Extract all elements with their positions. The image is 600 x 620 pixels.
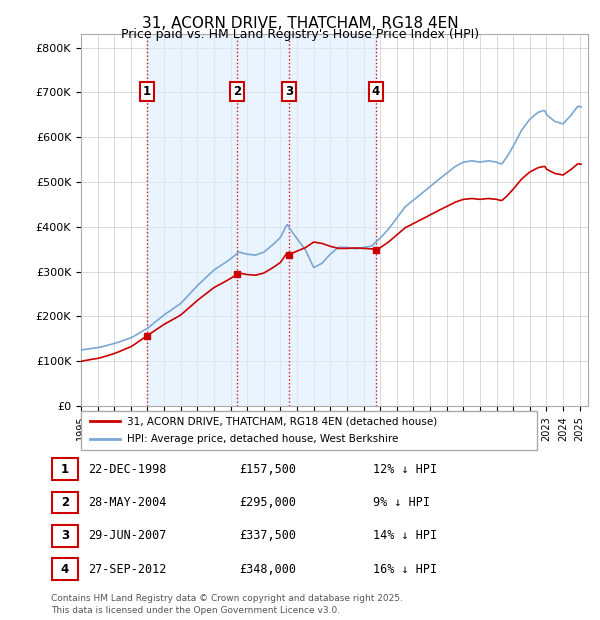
Text: 2: 2 [61,496,69,509]
Text: 16% ↓ HPI: 16% ↓ HPI [373,563,437,576]
Bar [147,34,376,406]
Text: 29-JUN-2007: 29-JUN-2007 [89,529,167,542]
Text: 1: 1 [143,86,151,98]
Text: 3: 3 [285,86,293,98]
Text: HPI: Average price, detached house, West Berkshire: HPI: Average price, detached house, West… [127,434,398,444]
Text: 2: 2 [233,86,241,98]
Text: 27-SEP-2012: 27-SEP-2012 [89,563,167,576]
Text: Contains HM Land Registry data © Crown copyright and database right 2025.
This d: Contains HM Land Registry data © Crown c… [51,593,403,615]
Text: 9% ↓ HPI: 9% ↓ HPI [373,496,430,509]
Text: Price paid vs. HM Land Registry's House Price Index (HPI): Price paid vs. HM Land Registry's House … [121,28,479,41]
FancyBboxPatch shape [52,492,78,513]
FancyBboxPatch shape [52,458,78,480]
FancyBboxPatch shape [52,525,78,547]
Text: £348,000: £348,000 [239,563,296,576]
Text: 3: 3 [61,529,69,542]
Text: 31, ACORN DRIVE, THATCHAM, RG18 4EN (detached house): 31, ACORN DRIVE, THATCHAM, RG18 4EN (det… [127,417,437,427]
Text: 1: 1 [61,463,69,476]
FancyBboxPatch shape [52,559,78,580]
Text: 31, ACORN DRIVE, THATCHAM, RG18 4EN: 31, ACORN DRIVE, THATCHAM, RG18 4EN [142,16,458,30]
Text: £295,000: £295,000 [239,496,296,509]
Text: 4: 4 [61,563,69,576]
Text: £337,500: £337,500 [239,529,296,542]
Text: 4: 4 [372,86,380,98]
Text: £157,500: £157,500 [239,463,296,476]
Text: 22-DEC-1998: 22-DEC-1998 [89,463,167,476]
Text: 14% ↓ HPI: 14% ↓ HPI [373,529,437,542]
Text: 28-MAY-2004: 28-MAY-2004 [89,496,167,509]
Text: 12% ↓ HPI: 12% ↓ HPI [373,463,437,476]
FancyBboxPatch shape [81,411,537,449]
